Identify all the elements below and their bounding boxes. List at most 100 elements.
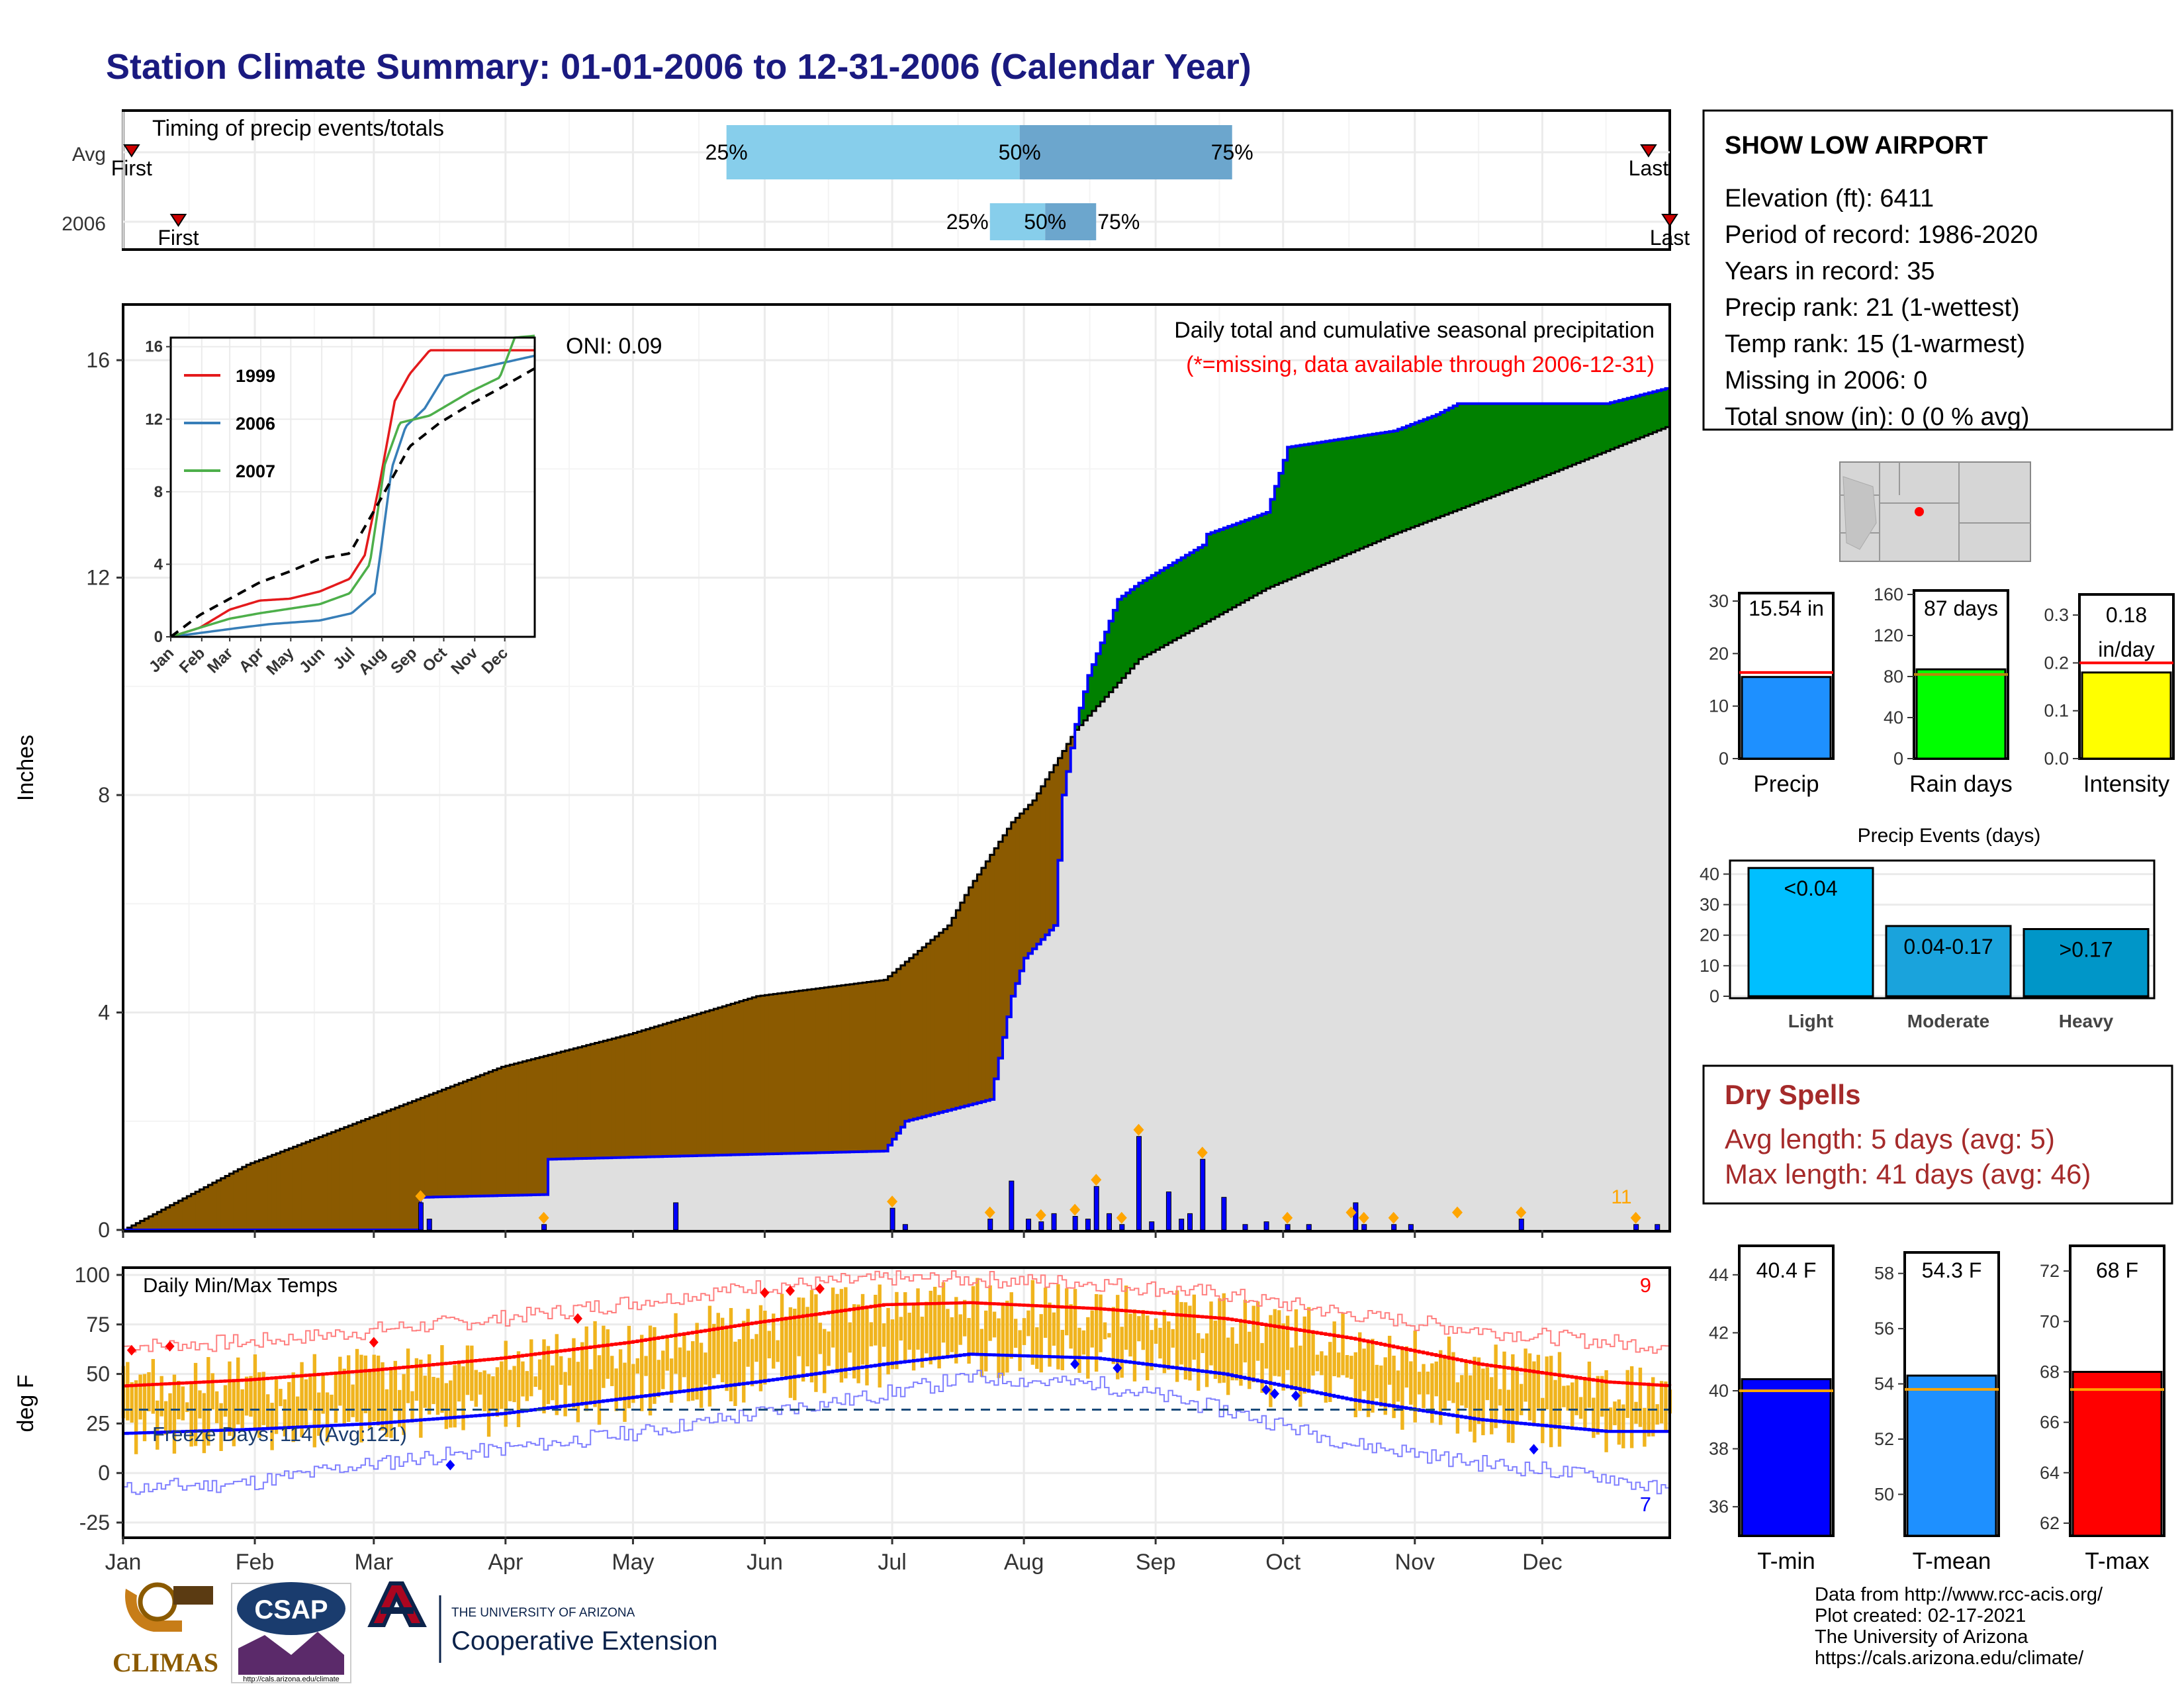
temp-stat-y-tick-label: 38 <box>1709 1439 1729 1459</box>
below-avg-area <box>985 861 991 1101</box>
daily-temp-range-bar <box>1655 1404 1659 1425</box>
daily-temp-range-bar <box>351 1384 355 1417</box>
above-avg-area <box>1202 545 1207 624</box>
temp-count-top: 9 <box>1640 1274 1651 1297</box>
below-avg-area <box>165 1207 171 1230</box>
daily-temp-range-bar <box>1532 1361 1536 1426</box>
daily-temp-range-bar <box>1039 1314 1043 1373</box>
daily-temp-range-bar <box>432 1376 435 1405</box>
daily-temp-range-bar <box>525 1371 529 1401</box>
daily-temp-range-bar <box>920 1317 925 1368</box>
daily-temp-range-bar <box>1426 1372 1430 1395</box>
daily-temp-range-bar <box>346 1355 351 1422</box>
below-avg-area <box>590 1044 596 1158</box>
below-avg-area <box>760 996 766 1154</box>
above-avg-area <box>1087 675 1093 716</box>
above-avg-area <box>1508 403 1514 491</box>
above-avg-area <box>1546 403 1551 475</box>
daily-temp-range-bar <box>737 1339 742 1383</box>
daily-temp-range-bar <box>317 1392 321 1436</box>
daily-temp-range-bar <box>474 1370 478 1407</box>
daily-temp-range-bar <box>444 1383 449 1429</box>
daily-temp-range-bar <box>716 1313 720 1375</box>
daily-temp-range-bar <box>661 1350 665 1389</box>
stat-name-label: Rain days <box>1909 771 2013 797</box>
daily-temp-range-bar <box>874 1294 878 1346</box>
daily-temp-range-bar <box>1613 1401 1617 1426</box>
inset-legend: 1999 2006 2007 <box>184 366 275 481</box>
daily-temp-range-bar <box>827 1331 831 1366</box>
daily-temp-range-bar <box>449 1380 453 1428</box>
below-avg-area <box>394 1107 400 1230</box>
station-line: Missing in 2006: 0 <box>1725 367 1927 395</box>
precip-y-ticks: 0 4 8 12 16 <box>86 348 1543 1242</box>
below-avg-area <box>322 1135 328 1230</box>
below-avg-area <box>297 1145 302 1230</box>
daily-temp-range-bar <box>363 1355 368 1413</box>
below-avg-area <box>548 1055 553 1160</box>
daily-temp-range-bar <box>1524 1348 1527 1402</box>
temp-y-tick-label: 100 <box>75 1263 110 1287</box>
daily-temp-range-bar <box>138 1374 142 1420</box>
daily-temp-range-bar <box>537 1359 542 1390</box>
above-avg-area <box>1606 403 1611 451</box>
inset-series-1999 <box>170 349 535 638</box>
daily-temp-range-bar <box>295 1396 300 1429</box>
above-avg-area <box>1185 555 1191 633</box>
daily-temp-range-bar <box>1404 1346 1409 1388</box>
below-avg-area <box>1003 835 1008 1038</box>
precip-areas <box>123 387 1671 1231</box>
temp-stat-y-tick-label: 72 <box>2040 1261 2060 1281</box>
daily-temp-range-bar <box>1349 1356 1353 1380</box>
above-avg-area <box>1631 397 1637 441</box>
below-avg-area <box>178 1200 183 1230</box>
daily-temp-range-bar <box>398 1389 402 1427</box>
daily-temp-range-bar <box>576 1362 580 1423</box>
record-high-marker <box>760 1287 770 1298</box>
daily-temp-range-bar <box>223 1385 228 1417</box>
above-avg-area <box>1635 396 1641 440</box>
timing-row-2006-label: 2006 <box>62 213 106 235</box>
inset-frame <box>169 336 536 638</box>
station-line: Total snow (in): 0 (0 % avg) <box>1725 403 2029 431</box>
events-bar <box>1747 867 1874 998</box>
above-avg-area <box>1312 443 1318 569</box>
oni-label: ONI: 0.09 <box>566 334 662 359</box>
daily-temp-range-bar <box>491 1376 495 1411</box>
daily-temp-range-bar <box>780 1293 784 1377</box>
below-avg-area <box>378 1114 383 1230</box>
inset-legend-label: 1999 <box>236 366 275 386</box>
below-avg-area <box>144 1219 150 1230</box>
daily-precip-bar <box>1361 1224 1367 1231</box>
daily-temp-range-bar <box>385 1389 389 1437</box>
daily-temp-range-bar <box>946 1309 950 1358</box>
below-avg-area <box>403 1104 408 1230</box>
heavy-event-marker <box>1345 1206 1357 1219</box>
above-avg-area <box>1181 557 1186 636</box>
stat-y-tick-label: 40 <box>1884 708 1903 727</box>
above-avg-area <box>1257 515 1263 594</box>
daily-precip-bar <box>987 1219 993 1231</box>
daily-temp-range-bar <box>1094 1293 1099 1372</box>
daily-temp-range-bar <box>1600 1376 1604 1417</box>
events-y-tick-label: 0 <box>1709 986 1719 1006</box>
below-avg-area <box>951 917 956 1109</box>
above-avg-area <box>1151 575 1156 653</box>
daily-temp-range-bar <box>869 1322 874 1346</box>
below-avg-area <box>1049 772 1054 931</box>
above-avg-area <box>1075 724 1080 730</box>
daily-temp-range-bar <box>733 1341 737 1406</box>
daily-temp-range-bar <box>1013 1319 1018 1348</box>
daily-temp-range-bar <box>602 1325 606 1388</box>
daily-temp-range-bar <box>1056 1284 1060 1370</box>
below-avg-area <box>994 848 999 1079</box>
timing-first-label: First <box>111 156 152 180</box>
daily-temp-range-bar <box>772 1313 776 1369</box>
below-avg-area <box>896 968 901 1133</box>
daily-temp-range-bar <box>610 1356 614 1386</box>
above-avg-area <box>1572 403 1577 465</box>
above-avg-area <box>1406 426 1411 530</box>
daily-temp-range-bar <box>1222 1293 1226 1383</box>
daily-precip-bar <box>1263 1221 1269 1231</box>
below-avg-area <box>310 1140 315 1230</box>
